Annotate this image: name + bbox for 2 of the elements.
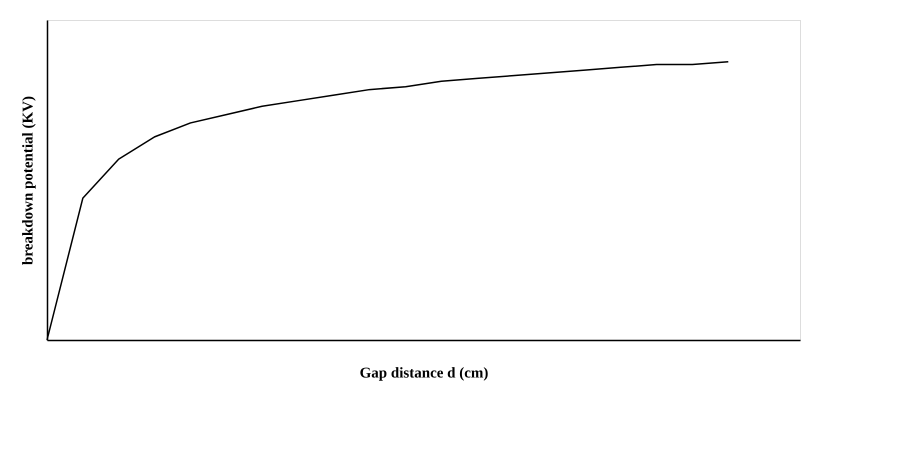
y-axis-title: breakdown potential (KV) bbox=[20, 96, 36, 265]
x-axis-title: Gap distance d (cm) bbox=[360, 366, 488, 382]
